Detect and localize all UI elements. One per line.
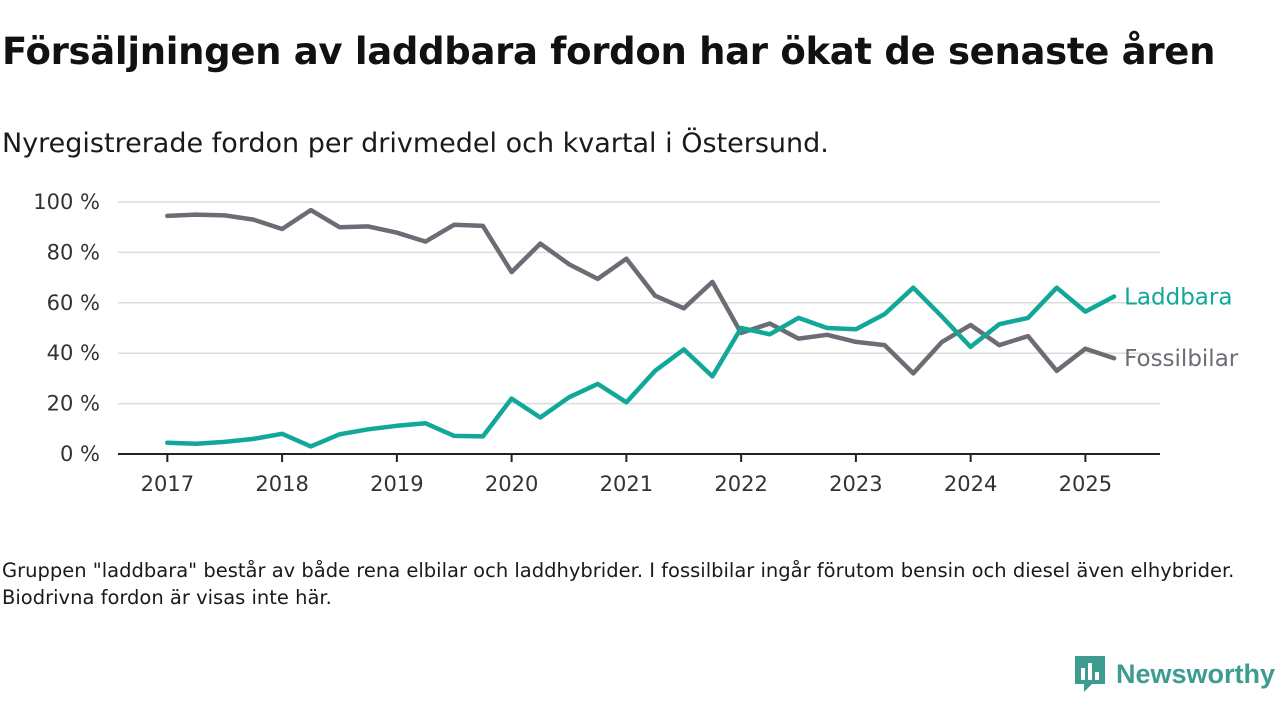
series-lines [165,207,1117,449]
series-label-fossilbilar: Fossilbilar [1124,346,1239,372]
series-label-laddbara: Laddbara [1124,285,1232,311]
x-tick-label: 2025 [1059,472,1112,496]
series-labels: Laddbara Fossilbilar [1124,285,1239,373]
chart-subtitle: Nyregistrerade fordon per drivmedel och … [2,128,829,159]
chart-title: Försäljningen av laddbara fordon har öka… [2,30,1216,73]
brand-name: Newsworthy [1116,658,1276,689]
x-tick-label: 2021 [600,472,653,496]
series-line-fossilbilar [165,207,1117,376]
x-tick-label: 2024 [944,472,997,496]
x-tick-label: 2017 [141,472,194,496]
y-tick-label: 80 % [47,240,100,264]
line-chart: 2017 2018 2019 2020 2021 2022 2023 2024 2025 0 %… [33,190,1239,496]
footnote: Gruppen "laddbara" består av både rena e… [2,559,1235,609]
x-axis: 2017 2018 2019 2020 2021 2022 2023 2024 2025 [118,453,1160,496]
y-tick-label: 0 % [60,442,100,466]
newsworthy-logo-icon [1075,656,1105,692]
x-tick-label: 2020 [485,472,538,496]
y-tick-label: 100 % [33,190,100,214]
y-axis: 0 % 20 % 40 % 60 % 80 % 100 % [33,190,100,466]
y-tick-label: 60 % [47,291,100,315]
x-tick-label: 2018 [255,472,308,496]
x-tick-label: 2023 [829,472,882,496]
x-tick-label: 2019 [370,472,423,496]
brand-logo[interactable]: Newsworthy [1072,654,1275,694]
y-tick-label: 40 % [47,341,100,365]
grid-lines [118,201,1160,405]
x-tick-label: 2022 [714,472,767,496]
series-line-laddbara [165,285,1117,449]
y-tick-label: 20 % [47,392,100,416]
